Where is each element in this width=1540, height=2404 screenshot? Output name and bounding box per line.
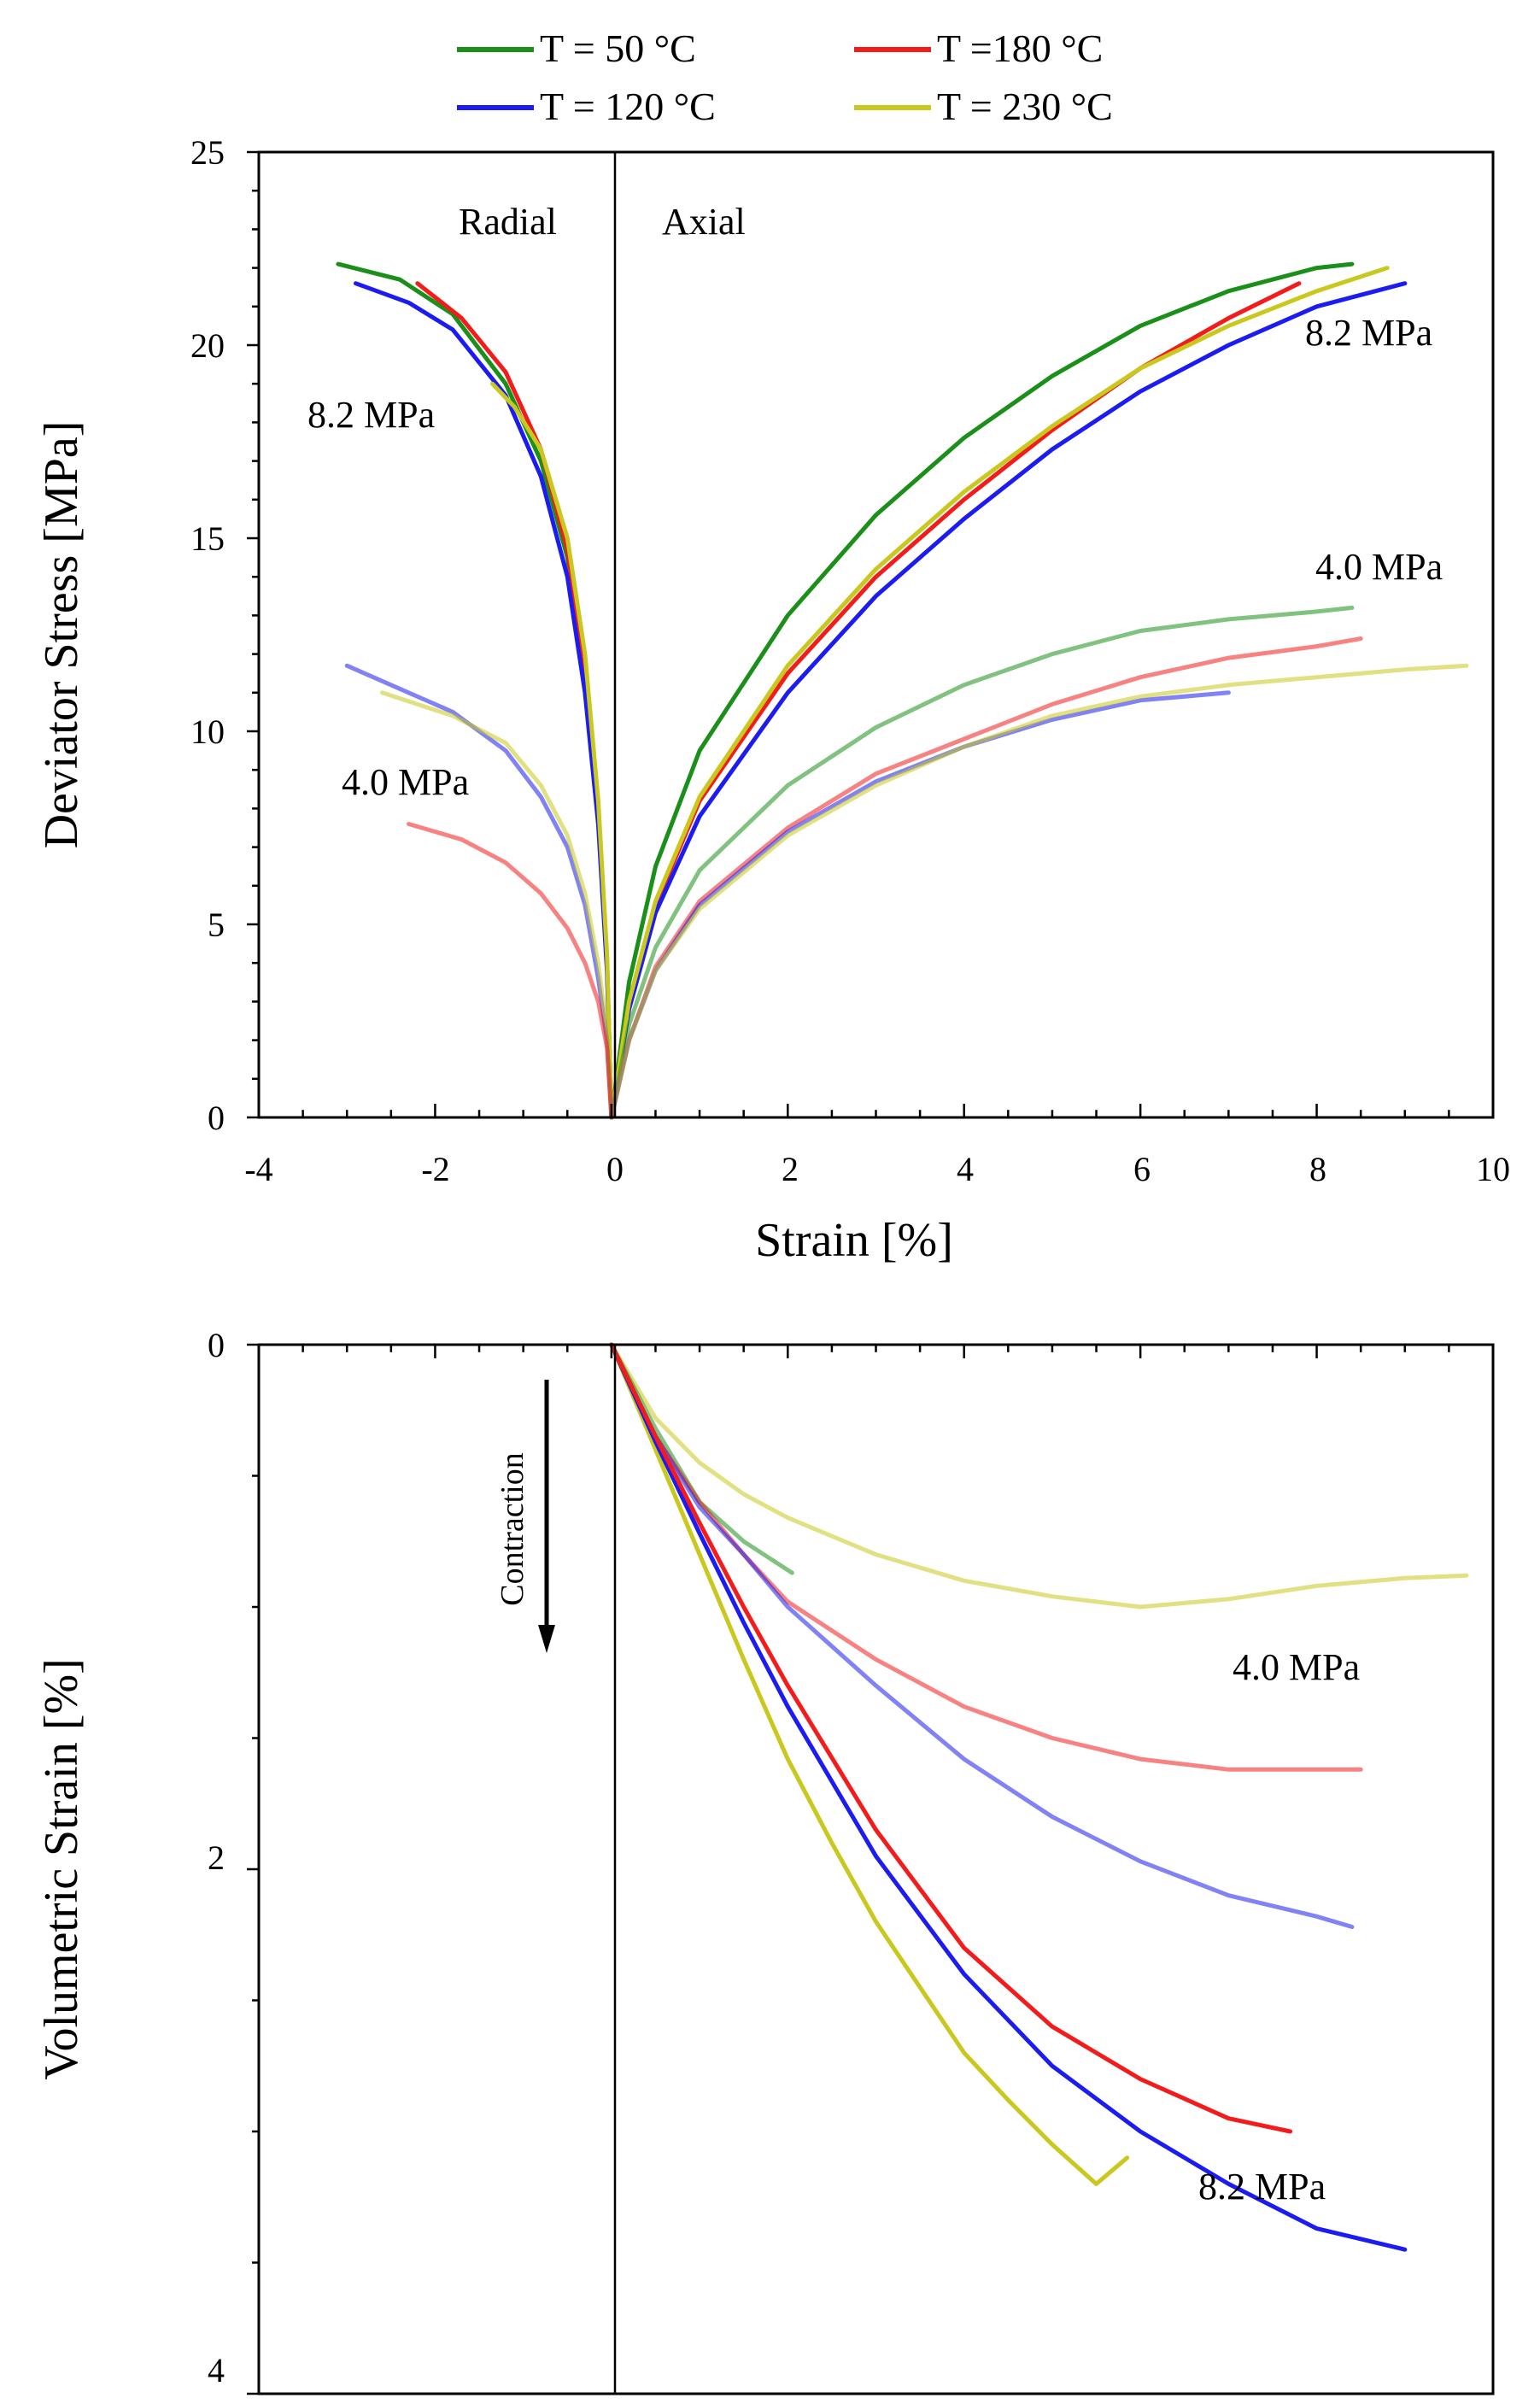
- contraction-arrow-icon: [538, 1380, 555, 1653]
- stress-series-line: [336, 261, 614, 1120]
- stress-series-line: [609, 281, 1408, 1120]
- stress-series-lines: [336, 261, 1469, 1120]
- stress-series-line: [407, 822, 614, 1120]
- stress-4.0mpa-left-annotation: 4.0 MPa: [342, 761, 469, 803]
- stress-y-tick-label: 0: [208, 1099, 225, 1137]
- volumetric-series-line: [609, 1342, 1363, 1772]
- volumetric-ticks: [247, 1343, 1495, 2395]
- stress-series-line: [609, 261, 1355, 1120]
- legend-label-50c: T = 50 °C: [540, 26, 696, 70]
- contraction-annotation: Contraction: [495, 1452, 530, 1605]
- stress-x-tick-labels: -4 -2 0 2 4 6 8 10: [244, 1150, 1510, 1188]
- stress-strain-chart: 0 5 10 15 20 25 -4 -2 0 2 4 6 8 10 Strai…: [35, 133, 1510, 1267]
- volumetric-series-lines: [609, 1342, 1469, 2252]
- stress-series-line: [380, 690, 614, 1120]
- stress-series-line: [609, 663, 1469, 1120]
- stress-x-tick-label: -4: [244, 1150, 272, 1188]
- volumetric-y-axis-label: Volumetric Strain [%]: [35, 1658, 88, 2080]
- stress-y-tick-labels: 0 5 10 15 20 25: [190, 133, 225, 1137]
- stress-series-line: [344, 663, 614, 1120]
- stress-x-tick-label: 6: [1133, 1150, 1151, 1188]
- stress-series-line: [609, 281, 1302, 1120]
- stress-y-tick-label: 25: [190, 133, 225, 172]
- stress-4.0mpa-right-annotation: 4.0 MPa: [1315, 546, 1443, 588]
- volumetric-series-line: [609, 1342, 1293, 2134]
- stress-y-tick-label: 15: [190, 519, 225, 558]
- stress-8.2mpa-left-annotation: 8.2 MPa: [307, 394, 435, 436]
- stress-x-axis-label: Strain [%]: [755, 1214, 953, 1267]
- volumetric-y-tick-labels: 0 2 4: [208, 1326, 225, 2389]
- stress-ticks: [247, 150, 1495, 1119]
- stress-x-tick-label: 8: [1309, 1150, 1326, 1188]
- volumetric-8.2mpa-annotation: 8.2 MPa: [1198, 2166, 1326, 2208]
- stress-series-line: [609, 605, 1355, 1120]
- stress-series-line: [609, 266, 1390, 1120]
- volumetric-y-tick-label: 2: [208, 1838, 225, 1877]
- stress-y-tick-label: 10: [190, 712, 225, 751]
- volumetric-series-line: [609, 1342, 1130, 2186]
- stress-plot-frame: [257, 150, 1495, 1119]
- volumetric-series-line: [609, 1342, 1355, 1929]
- stress-x-tick-label: -2: [421, 1150, 449, 1188]
- stress-x-tick-label: 4: [957, 1150, 974, 1188]
- stress-y-tick-label: 5: [208, 906, 225, 944]
- volumetric-series-line: [609, 1342, 1408, 2252]
- legend: T = 50 °C T =180 °C T = 120 °C T = 230 °…: [457, 26, 1113, 128]
- axial-annotation: Axial: [662, 201, 746, 243]
- volumetric-y-tick-label: 0: [208, 1326, 225, 1364]
- legend-label-120c: T = 120 °C: [540, 85, 716, 128]
- stress-y-tick-label: 20: [190, 326, 225, 365]
- stress-x-tick-label: 2: [782, 1150, 799, 1188]
- volumetric-y-tick-label: 4: [208, 2351, 225, 2389]
- legend-label-180c: T =180 °C: [937, 26, 1103, 70]
- stress-series-line: [490, 381, 614, 1120]
- volumetric-series-line: [609, 1342, 1469, 1610]
- stress-8.2mpa-right-annotation: 8.2 MPa: [1305, 312, 1432, 354]
- radial-annotation: Radial: [459, 201, 557, 243]
- volumetric-strain-chart: 0 2 4 Volumetric Strain [%] Contraction …: [35, 1326, 1495, 2395]
- stress-x-tick-label: 0: [606, 1150, 624, 1188]
- stress-x-tick-label: 10: [1476, 1150, 1510, 1188]
- volumetric-plot-frame: [257, 1343, 1495, 2395]
- volumetric-4.0mpa-annotation: 4.0 MPa: [1233, 1646, 1360, 1688]
- stress-y-axis-label: Deviator Stress [MPa]: [35, 421, 88, 849]
- legend-label-230c: T = 230 °C: [937, 85, 1113, 128]
